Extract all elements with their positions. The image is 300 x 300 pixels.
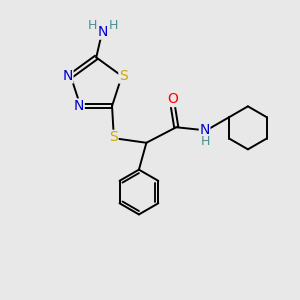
Text: N: N [74,99,84,113]
Text: S: S [119,69,128,83]
Text: O: O [167,92,178,106]
Text: H: H [200,135,210,148]
Text: N: N [62,69,73,83]
Text: H: H [109,19,119,32]
Text: H: H [88,19,97,32]
Text: N: N [200,123,210,137]
Text: N: N [98,25,108,39]
Text: S: S [109,130,118,144]
